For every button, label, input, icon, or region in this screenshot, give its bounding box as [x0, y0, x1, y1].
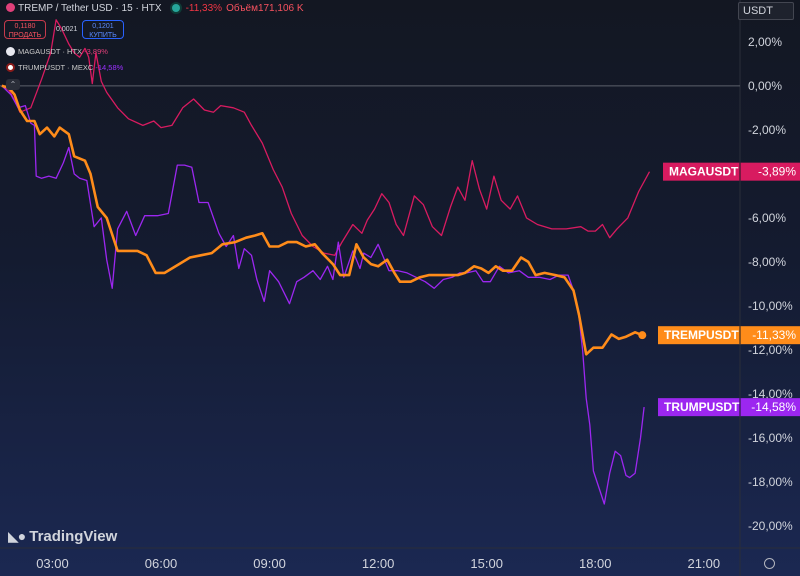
sell-label: ПРОДАТЬ: [8, 32, 42, 39]
legend-item-trump[interactable]: TRUMPUSDT · MEXC -14,58%: [6, 63, 123, 72]
series-line-trumpusdt: [1, 85, 645, 505]
series-tag-bg: [658, 326, 800, 345]
settings-gear-icon[interactable]: [764, 558, 775, 569]
series-tag-bg: [663, 162, 800, 181]
trump-symbol-icon: [6, 63, 15, 72]
legend-value: -3,89%: [84, 47, 108, 56]
y-tick-label: -14,00%: [748, 387, 793, 401]
change-value: -11,33%: [185, 3, 223, 14]
chart-header: TREMP / Tether USD · 15 · HTX -11,33% Объё…: [6, 3, 304, 14]
y-tick-label: -10,00%: [748, 299, 793, 313]
series-tag-name: TRUMPUSDT: [664, 400, 740, 414]
y-tick-label: 2,00%: [748, 35, 782, 49]
chevron-up-icon: ⌃: [9, 80, 17, 89]
x-tick-label: 06:00: [145, 556, 178, 571]
sell-button[interactable]: 0,1180 ПРОДАТЬ: [4, 20, 46, 39]
currency-selector[interactable]: USDT: [738, 2, 794, 20]
x-tick-label: 09:00: [253, 556, 286, 571]
series-tag-value: -14,58%: [751, 400, 796, 414]
y-tick-label: -2,00%: [748, 123, 786, 137]
y-tick-label: -8,00%: [748, 255, 786, 269]
y-tick-label: -6,00%: [748, 211, 786, 225]
series-tag-trempusdt: TREMPUSDT -11,33%: [658, 326, 800, 345]
buy-price: 0,1201: [92, 23, 114, 30]
series-tag-name: TREMPUSDT: [664, 328, 739, 342]
y-tick-label: -12,00%: [748, 343, 793, 357]
y-tick-label: -20,00%: [748, 519, 793, 533]
series-tag-bg: [658, 398, 800, 417]
x-tick-label: 21:00: [688, 556, 721, 571]
tradingview-mark-icon: ◣●: [8, 528, 26, 544]
x-tick-label: 15:00: [470, 556, 503, 571]
maga-symbol-icon: [6, 47, 15, 56]
tradingview-logo[interactable]: ◣● TradingView: [8, 528, 117, 545]
collapse-legend-button[interactable]: ⌃: [6, 79, 20, 90]
symbol-icon: [6, 3, 15, 12]
buy-button[interactable]: 0,1201 КУПИТЬ: [82, 20, 124, 39]
legend-value: -14,58%: [95, 63, 124, 72]
spread-value: 0,0021: [56, 26, 78, 33]
chart-title[interactable]: TREMP / Tether USD · 15 · HTX: [18, 3, 162, 14]
series-tag-value: -11,33%: [752, 328, 796, 342]
legend-name: TRUMPUSDT · MEXC: [18, 63, 94, 72]
y-tick-label: 0,00%: [748, 79, 782, 93]
y-tick-label: -18,00%: [748, 475, 793, 489]
logo-text: TradingView: [29, 528, 118, 545]
series-tag-trumpusdt: TRUMPUSDT -14,58%: [658, 398, 800, 417]
legend-item-maga[interactable]: MAGAUSDT · HTX -3,89%: [6, 47, 108, 56]
market-status-icon: [171, 4, 180, 12]
sell-price: 0,1180: [14, 23, 36, 30]
buy-label: КУПИТЬ: [89, 32, 117, 39]
x-tick-label: 12:00: [362, 556, 395, 571]
series-tag-value: -3,89%: [758, 165, 796, 179]
series-tag-name: MAGAUSDT: [669, 165, 739, 179]
last-point-marker: [638, 331, 647, 340]
volume-value: Объём171,106 K: [226, 3, 304, 14]
series-tag-magausdt: MAGAUSDT -3,89%: [663, 162, 800, 181]
x-tick-label: 03:00: [36, 556, 69, 571]
series-line-trempusdt: [1, 84, 643, 356]
y-tick-label: -16,00%: [748, 431, 793, 445]
x-tick-label: 18:00: [579, 556, 612, 571]
legend-name: MAGAUSDT · HTX: [18, 47, 83, 56]
